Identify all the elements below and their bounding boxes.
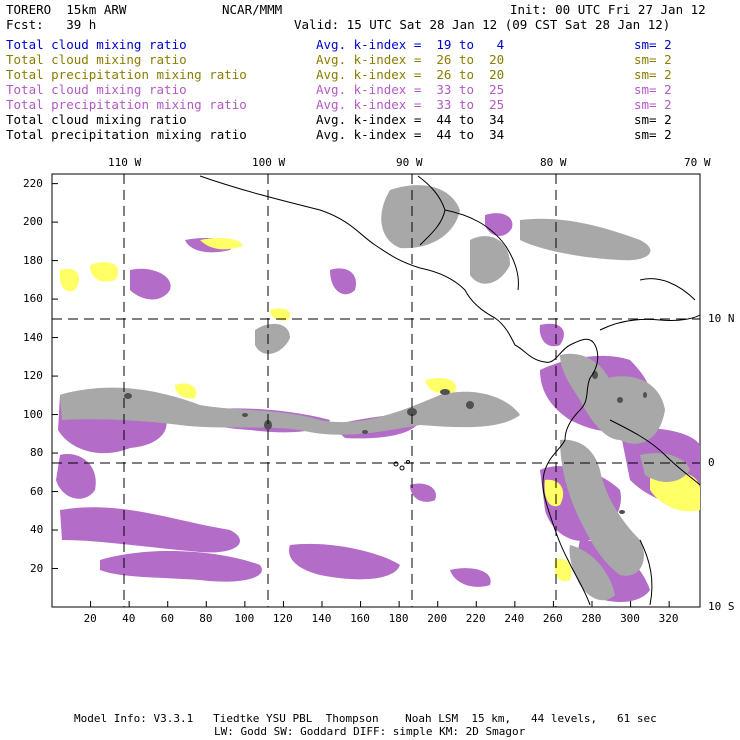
legend-sm: sm= 2 bbox=[634, 127, 672, 142]
legend-sm: sm= 2 bbox=[634, 82, 672, 97]
lon-label: 110 W bbox=[108, 156, 142, 169]
lon-label: 90 W bbox=[396, 156, 423, 169]
legend-k-index: Avg. k-index = 44 to 34 bbox=[316, 112, 505, 127]
physics-info: LW: Godd SW: Goddard DIFF: simple KM: 2D… bbox=[214, 725, 526, 738]
purple-field bbox=[56, 213, 700, 602]
legend-sm: sm= 2 bbox=[634, 112, 672, 127]
legend-name: Total cloud mixing ratio bbox=[6, 52, 187, 67]
model-info: Model Info: V3.3.1 Tiedtke YSU PBL Thomp… bbox=[74, 712, 657, 725]
lon-label: 70 W bbox=[684, 156, 711, 169]
x-tick-label: 60 bbox=[160, 612, 174, 625]
legend-name: Total cloud mixing ratio bbox=[6, 112, 187, 127]
legend-name: Total cloud mixing ratio bbox=[6, 82, 187, 97]
valid-time: Valid: 15 UTC Sat 28 Jan 12 (09 CST Sat … bbox=[294, 17, 671, 32]
lon-label: 100 W bbox=[252, 156, 286, 169]
yellow-field bbox=[59, 238, 700, 582]
x-tick-label: 80 bbox=[199, 612, 213, 625]
lon-label: 80 W bbox=[540, 156, 567, 169]
x-tick-label: 320 bbox=[658, 612, 679, 625]
model-title: TORERO 15km ARW bbox=[6, 2, 127, 17]
legend-name: Total precipitation mixing ratio bbox=[6, 67, 247, 82]
y-tick-label: 140 bbox=[23, 330, 43, 344]
org-label: NCAR/MMM bbox=[222, 2, 283, 17]
legend-sm: sm= 2 bbox=[634, 67, 672, 82]
legend-name: Total cloud mixing ratio bbox=[6, 37, 187, 52]
x-tick-label: 200 bbox=[427, 612, 448, 625]
lat-label: 0 bbox=[708, 456, 715, 469]
dark-cores bbox=[124, 371, 647, 514]
legend-sm: sm= 2 bbox=[634, 52, 672, 67]
x-tick-label: 240 bbox=[504, 612, 525, 625]
legend-name: Total precipitation mixing ratio bbox=[6, 127, 247, 142]
y-tick-label: 20 bbox=[30, 561, 44, 575]
x-tick-label: 260 bbox=[542, 612, 563, 625]
x-tick-label: 220 bbox=[465, 612, 486, 625]
lat-label: 10 S bbox=[708, 600, 735, 613]
legend-k-index: Avg. k-index = 19 to 4 bbox=[316, 37, 505, 52]
x-tick-label: 40 bbox=[122, 612, 136, 625]
x-tick-label: 180 bbox=[388, 612, 409, 625]
legend-name: Total precipitation mixing ratio bbox=[6, 97, 247, 112]
y-tick-label: 220 bbox=[23, 176, 43, 190]
legend-sm: sm= 2 bbox=[634, 97, 672, 112]
y-tick-label: 60 bbox=[30, 484, 44, 498]
legend-k-index: Avg. k-index = 26 to 20 bbox=[316, 52, 505, 67]
y-tick-label: 180 bbox=[23, 253, 43, 267]
forecast-hour: Fcst: 39 h bbox=[6, 17, 97, 32]
x-tick-label: 300 bbox=[620, 612, 640, 625]
x-tick-label: 160 bbox=[350, 612, 370, 625]
lat-label: 10 N bbox=[708, 312, 735, 325]
axis-ticks bbox=[52, 183, 670, 607]
legend-k-index: Avg. k-index = 26 to 20 bbox=[316, 67, 505, 82]
x-tick-label: 280 bbox=[581, 612, 602, 625]
y-tick-label: 200 bbox=[23, 215, 43, 229]
x-tick-label: 140 bbox=[311, 612, 332, 625]
legend-sm: sm= 2 bbox=[634, 37, 672, 52]
x-tick-label: 100 bbox=[234, 612, 255, 625]
legend-k-index: Avg. k-index = 44 to 34 bbox=[316, 127, 505, 142]
y-tick-label: 160 bbox=[23, 292, 43, 306]
y-tick-label: 40 bbox=[30, 523, 44, 537]
y-tick-label: 100 bbox=[23, 407, 43, 421]
gray-field bbox=[60, 185, 690, 601]
latlon-grid bbox=[52, 174, 700, 607]
legend-k-index: Avg. k-index = 33 to 25 bbox=[316, 82, 505, 97]
x-tick-label: 120 bbox=[272, 612, 293, 625]
init-time: Init: 00 UTC Fri 27 Jan 12 bbox=[510, 2, 706, 17]
y-tick-label: 80 bbox=[30, 446, 44, 460]
islands bbox=[393, 460, 410, 471]
plot-frame bbox=[51, 173, 701, 608]
y-tick-label: 120 bbox=[23, 369, 43, 383]
legend-k-index: Avg. k-index = 33 to 25 bbox=[316, 97, 505, 112]
x-tick-label: 20 bbox=[83, 612, 97, 625]
coastlines bbox=[199, 175, 701, 606]
